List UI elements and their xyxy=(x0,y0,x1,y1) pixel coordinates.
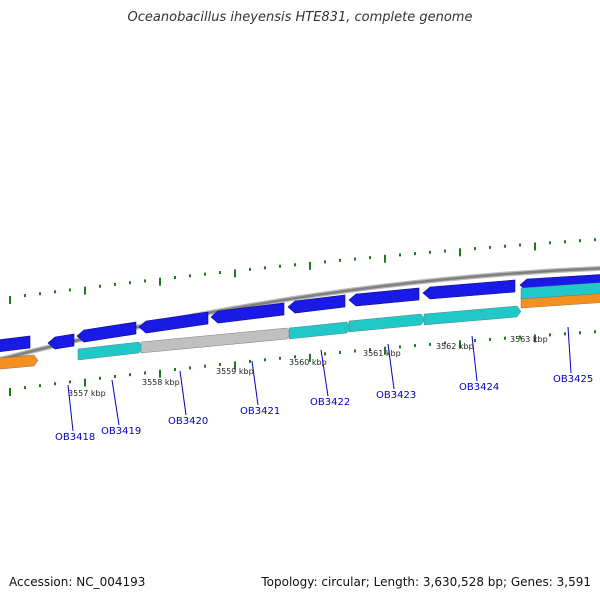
gene-leader-line xyxy=(67,384,74,432)
map-title: Oceanobacillus iheyensis HTE831, complet… xyxy=(127,10,473,25)
reverse-gene-arrow xyxy=(520,282,600,300)
forward-gene-arrow xyxy=(287,294,346,314)
gene-label[interactable]: OB3420 xyxy=(168,416,208,427)
forward-gene-arrow xyxy=(47,333,75,350)
kbp-label: 3562 kbp xyxy=(436,342,474,351)
reverse-gene-arrow xyxy=(77,341,144,361)
forward-gene-arrow xyxy=(0,335,31,352)
forward-gene-arrow xyxy=(76,321,137,343)
reverse-gene-arrow xyxy=(348,313,426,333)
kbp-label: 3563 kbp xyxy=(510,335,548,344)
forward-gene-arrow xyxy=(138,311,209,334)
gene-label[interactable]: OB3421 xyxy=(240,406,280,417)
kbp-label: 3561 kbp xyxy=(363,349,401,358)
reverse-strand-genes xyxy=(0,282,600,370)
gene-leader-line xyxy=(251,360,259,406)
gene-leader-line xyxy=(320,349,329,397)
reverse-gene-arrow xyxy=(423,305,522,326)
kbp-label: 3559 kbp xyxy=(216,367,254,376)
kbp-label: 3557 kbp xyxy=(68,389,106,398)
kbp-label: 3560 kbp xyxy=(289,358,327,367)
gene-leader-line xyxy=(111,379,120,426)
gene-label[interactable]: OB3425 xyxy=(553,374,593,385)
reverse-gene-arrow xyxy=(140,327,292,354)
gene-label[interactable]: OB3422 xyxy=(310,397,350,408)
gene-leader-line xyxy=(567,326,572,374)
reverse-gene-arrow xyxy=(288,321,352,340)
inner-scale-ticks xyxy=(9,330,596,396)
gene-leader-line xyxy=(179,370,187,416)
kbp-label: 3558 kbp xyxy=(142,378,180,387)
gene-label[interactable]: OB3419 xyxy=(101,426,141,437)
gene-leader-line xyxy=(471,335,478,382)
genome-summary-text: Topology: circular; Length: 3,630,528 bp… xyxy=(261,575,591,589)
forward-gene-arrow xyxy=(422,279,516,300)
genome-backbone xyxy=(0,265,600,362)
forward-gene-arrow xyxy=(348,287,420,307)
gene-leader-line xyxy=(387,343,395,390)
reverse-gene-arrow xyxy=(0,354,39,370)
accession-text: Accession: NC_004193 xyxy=(9,575,146,589)
forward-gene-arrow xyxy=(210,302,285,324)
gene-label[interactable]: OB3418 xyxy=(55,432,95,443)
forward-strand-genes xyxy=(0,274,600,352)
gene-label[interactable]: OB3424 xyxy=(459,382,499,393)
gene-labels: OB3418 OB3419 OB3420 OB3421 OB3422 OB3423 OB34… xyxy=(55,326,593,443)
gene-label[interactable]: OB3423 xyxy=(376,390,416,401)
outer-scale-ticks xyxy=(9,238,596,304)
kbp-scale-labels: 3557 kbp 3558 kbp 3559 kbp 3560 kbp 3561 kbp… xyxy=(68,335,548,398)
